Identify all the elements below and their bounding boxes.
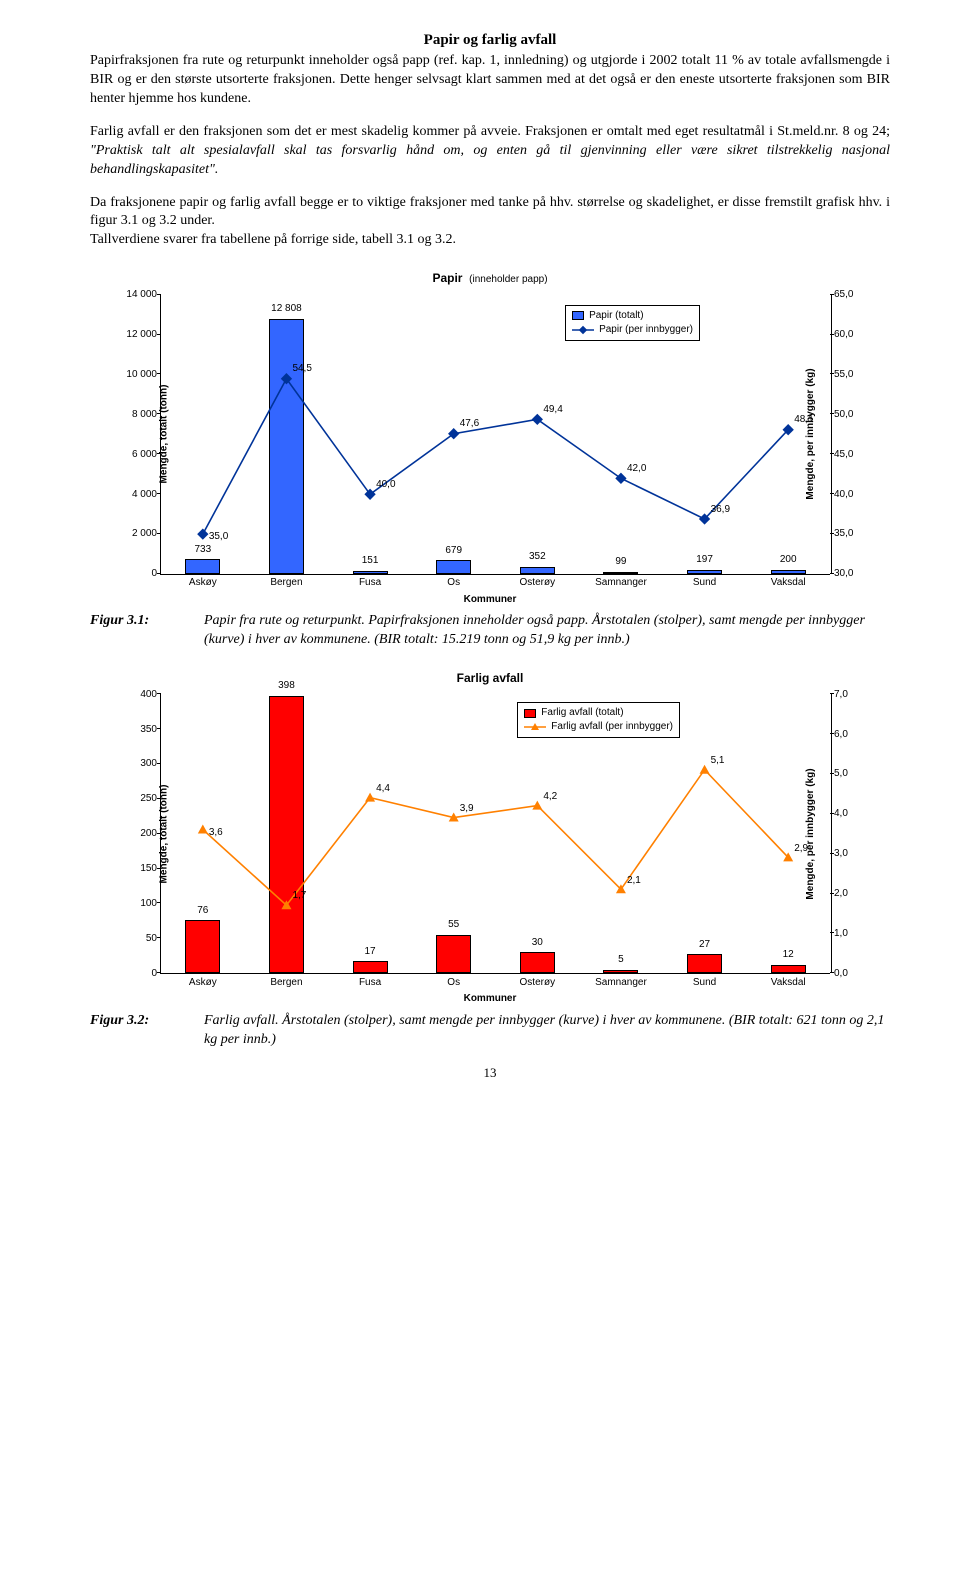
ytick-left: 0 bbox=[119, 567, 157, 581]
category-label: Osterøy bbox=[520, 576, 556, 590]
ytick-right: 1,0 bbox=[834, 927, 868, 941]
category-label: Os bbox=[447, 576, 460, 590]
line-point-label: 5,1 bbox=[711, 754, 725, 768]
category-label: Samnanger bbox=[595, 976, 647, 990]
ytick-right: 4,0 bbox=[834, 807, 868, 821]
figure-3-2-caption: Figur 3.2: Farlig avfall. Årstotalen (st… bbox=[90, 1012, 890, 1050]
category-label: Vaksdal bbox=[771, 976, 806, 990]
category-label: Fusa bbox=[359, 576, 381, 590]
ytick-left: 150 bbox=[119, 862, 157, 876]
ytick-right: 6,0 bbox=[834, 727, 868, 741]
ytick-left: 8 000 bbox=[119, 408, 157, 422]
line-point-label: 4,2 bbox=[543, 790, 557, 804]
ytick-right: 3,0 bbox=[834, 847, 868, 861]
line-point-label: 3,9 bbox=[460, 802, 474, 816]
ytick-left: 10 000 bbox=[119, 368, 157, 382]
chart-farlig-avfall: Farlig avfall Mengde, totalt (tonn) Meng… bbox=[90, 670, 890, 1006]
line-point-label: 4,4 bbox=[376, 782, 390, 796]
ytick-right: 7,0 bbox=[834, 687, 868, 701]
line-point-label: 2,1 bbox=[627, 874, 641, 888]
line-point-label: 3,6 bbox=[209, 826, 223, 840]
chart2-x-label: Kommuner bbox=[110, 992, 870, 1006]
chart1-title: Papir bbox=[432, 271, 462, 285]
line-point-label: 42,0 bbox=[627, 462, 646, 476]
category-label: Askøy bbox=[189, 976, 217, 990]
page-title: Papir og farlig avfall bbox=[90, 30, 890, 50]
paragraph-4: Tallverdiene svarer fra tabellene på for… bbox=[90, 231, 890, 250]
chart2-title: Farlig avfall bbox=[457, 671, 524, 685]
ytick-left: 12 000 bbox=[119, 328, 157, 342]
line-point-label: 47,6 bbox=[460, 417, 479, 431]
ytick-left: 14 000 bbox=[119, 288, 157, 302]
ytick-right: 60,0 bbox=[834, 328, 868, 342]
category-label: Samnanger bbox=[595, 576, 647, 590]
category-label: Bergen bbox=[270, 576, 302, 590]
ytick-right: 2,0 bbox=[834, 887, 868, 901]
paragraph-3: Da fraksjonene papir og farlig avfall be… bbox=[90, 194, 890, 232]
ytick-left: 6 000 bbox=[119, 447, 157, 461]
category-label: Osterøy bbox=[520, 976, 556, 990]
ytick-left: 100 bbox=[119, 897, 157, 911]
ytick-left: 400 bbox=[119, 687, 157, 701]
line-series bbox=[161, 694, 830, 973]
figure-3-1-caption: Figur 3.1: Papir fra rute og returpunkt.… bbox=[90, 612, 890, 650]
category-label: Fusa bbox=[359, 976, 381, 990]
ytick-right: 5,0 bbox=[834, 767, 868, 781]
ytick-right: 30,0 bbox=[834, 567, 868, 581]
ytick-left: 300 bbox=[119, 757, 157, 771]
ytick-left: 4 000 bbox=[119, 487, 157, 501]
ytick-left: 350 bbox=[119, 722, 157, 736]
chart1-subtitle: (inneholder papp) bbox=[469, 274, 547, 285]
line-point-label: 40,0 bbox=[376, 478, 395, 492]
paragraph-2: Farlig avfall er den fraksjonen som det … bbox=[90, 123, 890, 180]
category-label: Askøy bbox=[189, 576, 217, 590]
ytick-right: 65,0 bbox=[834, 288, 868, 302]
line-point-label: 2,9 bbox=[794, 842, 808, 856]
line-point-label: 49,4 bbox=[543, 403, 562, 417]
ytick-left: 2 000 bbox=[119, 527, 157, 541]
ytick-right: 40,0 bbox=[834, 487, 868, 501]
ytick-right: 45,0 bbox=[834, 447, 868, 461]
line-point-label: 35,0 bbox=[209, 530, 228, 544]
ytick-left: 50 bbox=[119, 932, 157, 946]
chart1-x-label: Kommuner bbox=[110, 593, 870, 607]
line-point-label: 48,1 bbox=[794, 413, 813, 427]
category-label: Sund bbox=[693, 976, 716, 990]
line-series bbox=[161, 295, 830, 574]
ytick-right: 0,0 bbox=[834, 966, 868, 980]
ytick-left: 250 bbox=[119, 792, 157, 806]
ytick-left: 200 bbox=[119, 827, 157, 841]
ytick-right: 55,0 bbox=[834, 368, 868, 382]
chart-papir: Papir (inneholder papp) Mengde, totalt (… bbox=[90, 270, 890, 606]
line-point-label: 54,5 bbox=[292, 362, 311, 376]
category-label: Os bbox=[447, 976, 460, 990]
bar-value-label: 398 bbox=[278, 679, 295, 693]
line-point-label: 1,7 bbox=[292, 889, 306, 903]
ytick-right: 35,0 bbox=[834, 527, 868, 541]
ytick-left: 0 bbox=[119, 966, 157, 980]
line-point-label: 36,9 bbox=[711, 503, 730, 517]
category-label: Bergen bbox=[270, 976, 302, 990]
ytick-right: 50,0 bbox=[834, 408, 868, 422]
category-label: Vaksdal bbox=[771, 576, 806, 590]
category-label: Sund bbox=[693, 576, 716, 590]
paragraph-1: Papirfraksjonen fra rute og returpunkt i… bbox=[90, 52, 890, 109]
page-number: 13 bbox=[90, 1064, 890, 1082]
